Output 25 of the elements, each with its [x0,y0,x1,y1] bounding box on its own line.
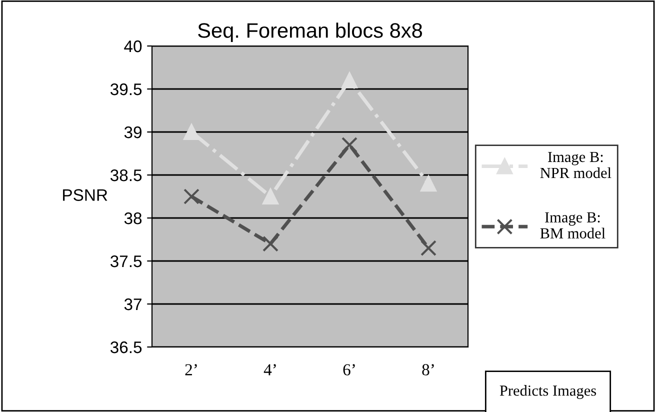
y-tick-label: 39 [124,126,142,138]
point [420,240,436,256]
legend-label: Image B: BM model [540,212,606,239]
y-tick-label: 38.5 [110,169,142,182]
point [184,188,200,204]
y-tick-label: 38 [124,212,142,224]
point [342,72,358,88]
x-axis-title: Predicts Images [500,385,596,399]
y-tick-label: 40 [124,40,142,52]
point [420,176,436,192]
y-axis-title: PSNR [63,189,108,201]
point [262,188,278,204]
x-tick-label: 2’ [185,364,197,376]
x-tick-label: 8’ [422,364,434,376]
legend-label: Image B: NPR model [540,152,612,178]
x-tick-label: 4’ [264,364,276,376]
y-tick-label: 39.5 [110,83,142,96]
point [342,136,358,153]
y-tick-label: 37 [124,298,142,310]
y-tick-label: 37.5 [110,255,142,268]
point [184,124,200,140]
x-tick-label: 6’ [343,364,355,376]
y-tick-label: 36.5 [110,341,142,354]
chart-title: Seq. Foreman blocs 8x8 [198,22,422,42]
point [262,236,278,252]
